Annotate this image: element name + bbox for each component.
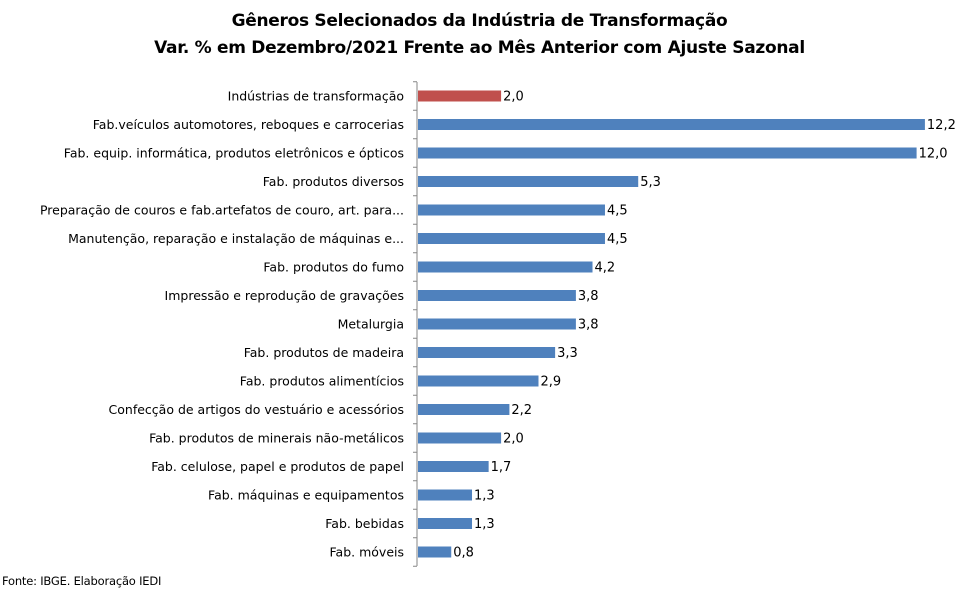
chart-title-block: Gêneros Selecionados da Indústria de Tra…: [0, 8, 959, 62]
category-label: Metalurgia: [338, 317, 404, 332]
bar: [418, 518, 473, 529]
category-label: Fab. produtos do fumo: [263, 260, 404, 275]
bar: [418, 261, 593, 273]
source-note: Fonte: IBGE. Elaboração IEDI: [2, 574, 162, 588]
bar: [418, 461, 489, 472]
bar: [418, 432, 502, 444]
category-label: Impressão e reprodução de gravações: [165, 288, 404, 303]
category-label: Fab. bebidas: [325, 516, 404, 531]
category-label: Indústrias de transformação: [228, 89, 404, 104]
category-label: Fab. produtos de minerais não-metálicos: [149, 431, 404, 446]
chart-subtitle: Var. % em Dezembro/2021 Frente ao Mês An…: [154, 38, 805, 58]
bar: [418, 489, 473, 501]
category-label: Confecção de artigos do vestuário e aces…: [109, 402, 404, 417]
category-label: Fab. celulose, papel e produtos de papel: [151, 459, 404, 474]
data-label: 3,8: [578, 289, 599, 304]
data-label: 2,0: [503, 90, 524, 105]
data-label: 2,9: [540, 375, 561, 390]
bar: [418, 375, 539, 387]
chart-title: Gêneros Selecionados da Indústria de Tra…: [231, 11, 728, 31]
data-label: 4,5: [607, 232, 628, 247]
category-label: Fab. produtos de madeira: [244, 345, 404, 360]
category-label: Fab. máquinas e equipamentos: [208, 488, 404, 503]
category-label: Preparação de couros e fab.artefatos de …: [40, 203, 404, 218]
data-label: 12,2: [927, 118, 956, 133]
data-label: 12,0: [919, 147, 948, 162]
bar: [418, 147, 917, 159]
bar: [418, 204, 605, 216]
data-label: 3,8: [578, 318, 599, 333]
bar: [418, 347, 556, 358]
category-label: Fab. produtos alimentícios: [240, 374, 404, 389]
data-label: 1,3: [474, 517, 495, 532]
category-label: Fab.veículos automotores, reboques e car…: [93, 117, 404, 132]
bar: [418, 176, 639, 187]
data-label: 4,2: [595, 261, 616, 276]
bar: [418, 318, 576, 330]
data-label: 2,2: [511, 403, 532, 418]
bar: [418, 404, 510, 415]
category-label: Fab. produtos diversos: [263, 174, 404, 189]
data-label: 4,5: [607, 204, 628, 219]
data-label: 1,7: [491, 460, 512, 475]
bar: [418, 546, 452, 558]
category-label: Fab. móveis: [330, 545, 404, 560]
category-label: Manutenção, reparação e instalação de má…: [68, 231, 404, 246]
data-label: 5,3: [640, 175, 661, 190]
bar-highlight: [418, 90, 502, 102]
data-label: 2,0: [503, 432, 524, 447]
data-label: 3,3: [557, 346, 578, 361]
bar: [418, 290, 576, 301]
data-label: 0,8: [453, 546, 474, 561]
data-label: 1,3: [474, 489, 495, 504]
bar: [418, 119, 925, 130]
category-label: Fab. equip. informática, produtos eletrô…: [64, 146, 404, 161]
bar: [418, 233, 605, 244]
